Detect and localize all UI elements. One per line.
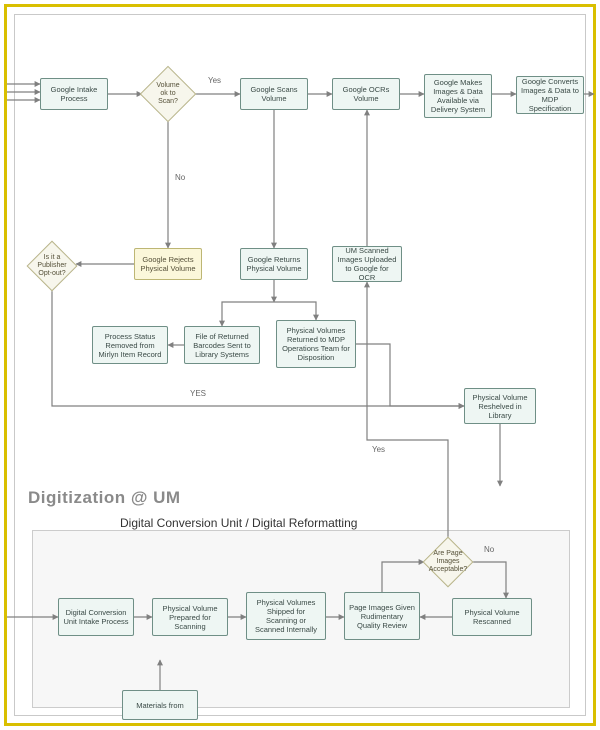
process-n7: Google Rejects Physical Volume — [134, 248, 202, 280]
decision-n2: Volume ok to Scan? — [140, 66, 197, 123]
process-n21: Materials from — [122, 690, 198, 720]
process-n3: Google Scans Volume — [240, 78, 308, 110]
process-n13: Physical Volumes Returned to MDP Operati… — [276, 320, 356, 368]
process-n20: Physical Volume Rescanned — [452, 598, 532, 636]
process-n1: Google Intake Process — [40, 78, 108, 110]
decision-n8: Is it a Publisher Opt-out? — [27, 241, 78, 292]
process-n12: File of Returned Barcodes Sent to Librar… — [184, 326, 260, 364]
decision-n15: Are Page Images Acceptable? — [423, 537, 474, 588]
process-n9: Google Returns Physical Volume — [240, 248, 308, 280]
process-n19: Page Images Given Rudimentary Quality Re… — [344, 592, 420, 640]
process-n16: Digital Conversion Unit Intake Process — [58, 598, 134, 636]
process-n4: Google OCRs Volume — [332, 78, 400, 110]
process-n10: UM Scanned Images Uploaded to Google for… — [332, 246, 402, 282]
decision-label: Volume ok to Scan? — [153, 78, 183, 110]
process-n18: Physical Volumes Shipped for Scanning or… — [246, 592, 326, 640]
node-layer: Google Intake Process Volume ok to Scan? G… — [0, 0, 600, 730]
process-n5: Google Makes Images & Data Available via… — [424, 74, 492, 118]
decision-label: Is it a Publisher Opt-out? — [39, 252, 65, 280]
decision-label: Are Page Images Acceptable? — [435, 548, 461, 576]
process-n11: Process Status Removed from Mirlyn Item … — [92, 326, 168, 364]
process-n14: Physical Volume Reshelved in Library — [464, 388, 536, 424]
process-n6: Google Converts Images & Data to MDP Spe… — [516, 76, 584, 114]
process-n17: Physical Volume Prepared for Scanning — [152, 598, 228, 636]
